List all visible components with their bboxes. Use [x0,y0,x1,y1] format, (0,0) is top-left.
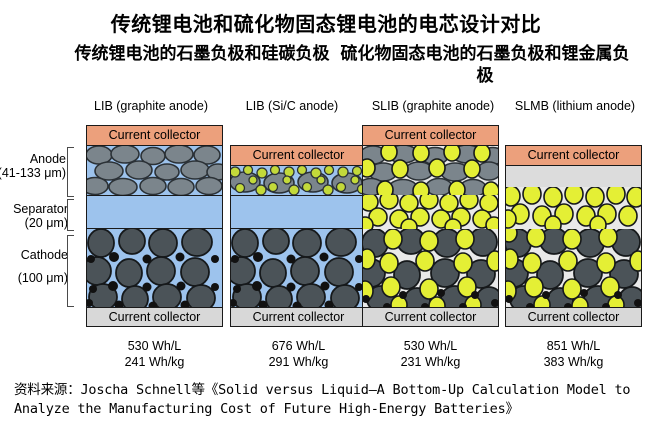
graphite-with-solid-electrolyte-particles [363,146,498,195]
cell-metrics-lib-graphite: 530 Wh/L 241 Wh/kg [86,338,223,370]
anode-layer-lithium-metal [506,166,641,187]
cathode-layer [87,229,222,307]
cell-diagram-lib-graphite: Current collector [86,125,223,369]
cathode-layer [506,229,641,307]
source-mid: 等 [191,382,206,398]
axis-label-separator-range: (20 μm) [24,216,68,230]
volumetric-energy-density: 530 Wh/L [403,339,458,353]
cathode-with-solid-electrolyte-particles [363,229,498,307]
axis-label-cathode-name: Cathode [20,248,68,262]
cell-diagram-slmb-lithium: Current collector [505,145,642,369]
page-title: 传统锂电池和硫化物固态锂电池的电芯设计对比 [110,12,542,36]
cell-metrics-lib-sic: 676 Wh/L 291 Wh/kg [230,338,367,370]
cathode-with-solid-electrolyte-particles [506,229,641,307]
electrode-stack [86,146,223,307]
bottom-current-collector: Current collector [505,307,642,327]
axis-label-anode: Anode (41-133 μm) [0,152,66,180]
gravimetric-energy-density: 231 Wh/kg [400,355,461,369]
cell-diagram-slib-graphite: Current collector [362,125,499,369]
gravimetric-energy-density: 291 Wh/kg [268,355,329,369]
axis-label-separator-name: Separator [13,202,68,216]
subtitle-left: 传统锂电池的石墨负极和硅碳负极 [74,44,330,64]
bottom-current-collector-label: Current collector [108,309,201,324]
cathode-particles [87,229,219,307]
volumetric-energy-density: 676 Wh/L [271,339,326,353]
source-prefix: 资料来源： [14,382,81,398]
cathode-layer [231,229,366,307]
cell-metrics-slmb-lithium: 851 Wh/L 383 Wh/kg [505,338,642,370]
gravimetric-energy-density: 241 Wh/kg [124,355,185,369]
axis-label-separator: Separator (20 μm) [2,202,68,230]
top-current-collector-label: Current collector [527,148,620,163]
bottom-current-collector: Current collector [230,307,367,327]
separator-layer [87,195,222,229]
top-current-collector: Current collector [86,125,223,146]
top-current-collector-label: Current collector [384,128,477,143]
axis-bracket-cathode [67,235,74,307]
electrode-stack [362,146,499,307]
cell-diagram-lib-sic: Current collector [230,145,367,369]
bottom-current-collector-label: Current collector [527,309,620,324]
bottom-current-collector-label: Current collector [384,309,477,324]
bottom-current-collector: Current collector [86,307,223,327]
anode-layer-graphite [363,146,498,195]
subtitle-right: 硫化物固态电池的石墨负极和锂金属负极 [340,44,630,86]
silicon-carbon-particles [231,166,366,195]
anode-layer-silicon-carbon [231,166,366,195]
axis-label-cathode: Cathode (100 μm) [2,248,68,285]
axis-label-cathode-range: (100 μm) [17,271,68,285]
volumetric-energy-density: 851 Wh/L [546,339,601,353]
solid-electrolyte-particles [506,187,641,229]
bottom-current-collector-label: Current collector [252,309,345,324]
volumetric-energy-density: 530 Wh/L [127,339,182,353]
separator-layer [231,195,366,229]
source-note: 资料来源：Joscha Schnell等《Solid versus Liquid… [14,381,650,419]
top-current-collector: Current collector [505,145,642,166]
separator-layer-solid-electrolyte [506,187,641,229]
electrode-stack [230,166,367,307]
axis-bracket-anode [67,147,74,197]
source-author: Joscha Schnell [80,382,192,398]
axis-label-anode-name: Anode [29,152,66,166]
top-current-collector: Current collector [362,125,499,146]
solid-electrolyte-particles [363,195,498,229]
electrode-stack [505,166,642,307]
separator-layer-solid-electrolyte [363,195,498,229]
cell-caption-slib-graphite: SLIB (graphite anode) [371,99,495,113]
bottom-current-collector: Current collector [362,307,499,327]
axis-label-anode-range: (41-133 μm) [0,166,66,180]
cell-caption-slmb-lithium: SLMB (lithium anode) [514,99,636,113]
source-citation: 《Solid versus Liquid—A Bottom-Up Calcula… [14,382,631,417]
cell-caption-lib-graphite: LIB (graphite anode) [94,99,208,113]
top-current-collector-label: Current collector [108,128,201,143]
cell-metrics-slib-graphite: 530 Wh/L 231 Wh/kg [362,338,499,370]
graphite-particles [87,146,222,195]
top-current-collector-label: Current collector [252,148,345,163]
gravimetric-energy-density: 383 Wh/kg [543,355,604,369]
cathode-layer [363,229,498,307]
cell-caption-lib-sic: LIB (Si/C anode) [245,99,339,113]
anode-layer-graphite [87,146,222,195]
axis-bracket-separator [67,199,74,231]
cathode-particles [231,229,363,307]
top-current-collector: Current collector [230,145,367,166]
